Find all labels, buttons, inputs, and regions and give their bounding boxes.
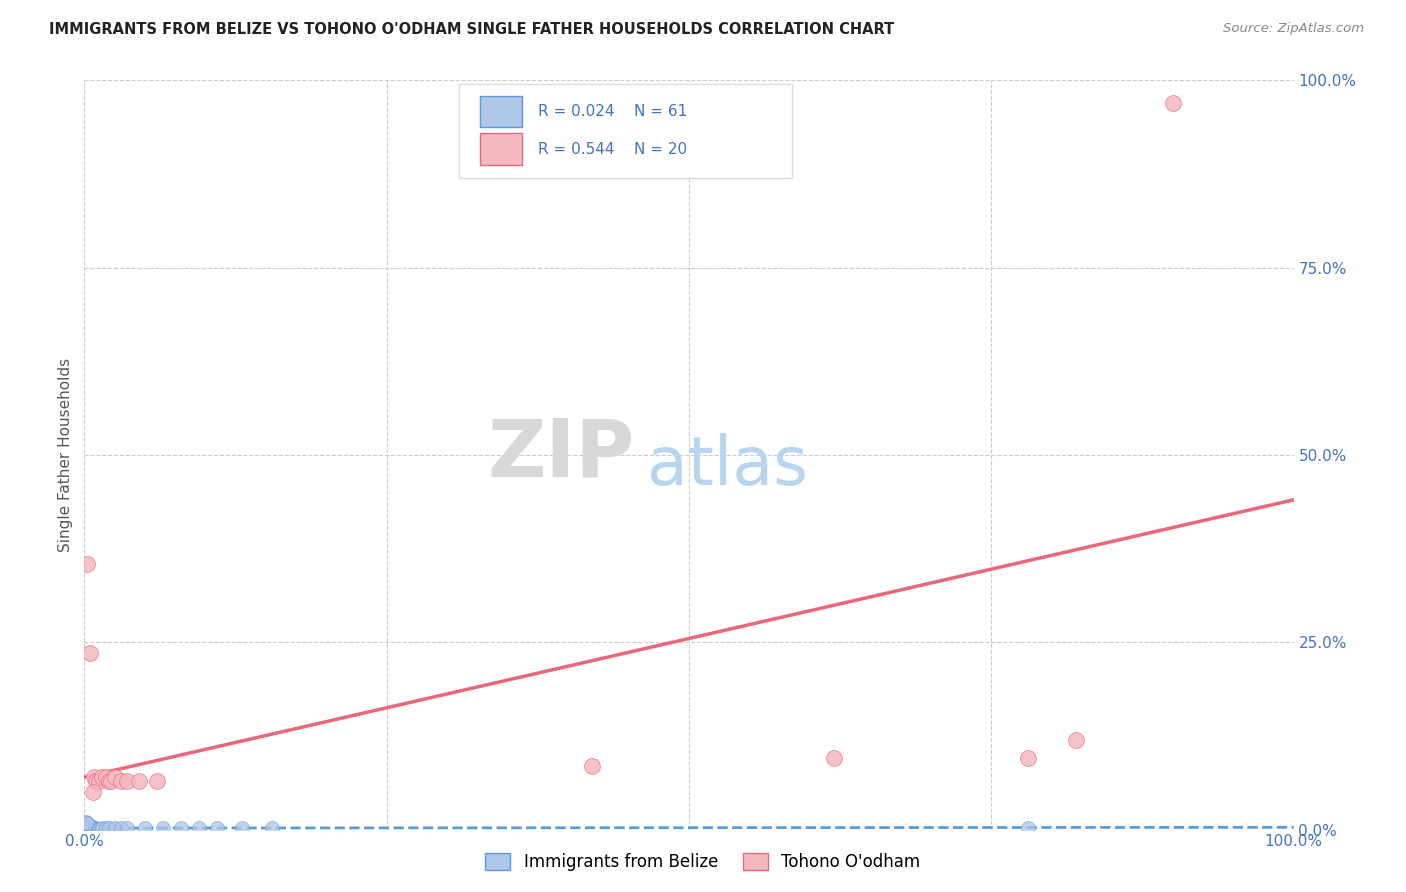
Point: [115, 821, 138, 835]
Point: [77, 820, 100, 834]
Point: [97, 773, 120, 788]
Point: [260, 821, 283, 835]
Text: R = 0.024    N = 61: R = 0.024 N = 61: [538, 104, 688, 120]
Point: [76, 820, 98, 834]
Point: [581, 759, 603, 773]
Text: Source: ZipAtlas.com: Source: ZipAtlas.com: [1223, 22, 1364, 36]
Point: [100, 773, 122, 788]
Point: [83, 822, 105, 836]
Point: [1161, 95, 1184, 110]
Point: [1064, 732, 1087, 747]
Point: [77, 820, 100, 834]
Point: [188, 821, 211, 835]
Point: [77, 819, 100, 833]
Point: [75, 821, 97, 835]
Point: [76, 818, 98, 832]
FancyBboxPatch shape: [479, 96, 522, 128]
Point: [1017, 751, 1039, 765]
FancyBboxPatch shape: [460, 84, 792, 178]
Point: [128, 773, 150, 788]
Point: [79, 822, 101, 836]
Point: [77, 818, 100, 832]
Point: [76, 820, 98, 834]
Point: [110, 773, 132, 788]
Point: [82, 820, 104, 834]
Point: [97, 821, 120, 835]
Point: [76, 819, 98, 833]
Point: [76, 815, 98, 830]
Point: [91, 770, 114, 784]
Point: [79, 647, 101, 661]
Point: [82, 822, 104, 836]
Point: [75, 815, 97, 830]
Point: [87, 822, 110, 836]
Point: [80, 821, 103, 835]
Point: [77, 820, 100, 834]
Point: [76, 817, 98, 831]
Point: [87, 773, 110, 788]
Point: [110, 821, 132, 835]
Point: [83, 821, 105, 835]
Point: [823, 751, 845, 765]
Point: [80, 820, 103, 834]
Point: [76, 822, 98, 836]
Point: [76, 557, 98, 571]
Point: [231, 821, 253, 835]
Legend: Immigrants from Belize, Tohono O'odham: Immigrants from Belize, Tohono O'odham: [477, 845, 929, 880]
Point: [170, 821, 193, 835]
Point: [76, 816, 98, 830]
Y-axis label: Single Father Households: Single Father Households: [58, 358, 73, 552]
Point: [75, 822, 97, 836]
Point: [73, 822, 96, 837]
Point: [83, 770, 105, 784]
Point: [77, 822, 100, 836]
Point: [75, 820, 97, 834]
Point: [77, 817, 100, 831]
Point: [75, 817, 97, 831]
Text: atlas: atlas: [647, 434, 807, 500]
Point: [77, 822, 100, 836]
Point: [86, 773, 108, 788]
Point: [104, 770, 127, 784]
Point: [80, 822, 103, 836]
Text: ZIP: ZIP: [488, 416, 634, 494]
Point: [89, 822, 111, 836]
Text: R = 0.544    N = 20: R = 0.544 N = 20: [538, 142, 688, 157]
Point: [104, 821, 127, 835]
Point: [91, 821, 114, 835]
FancyBboxPatch shape: [479, 134, 522, 165]
Point: [79, 821, 101, 835]
Point: [94, 821, 117, 835]
Point: [146, 773, 169, 788]
Point: [79, 820, 101, 834]
Point: [82, 785, 104, 799]
Point: [152, 821, 174, 835]
Point: [75, 819, 97, 833]
Point: [75, 815, 97, 830]
Point: [1017, 821, 1039, 835]
Point: [84, 821, 107, 835]
Text: IMMIGRANTS FROM BELIZE VS TOHONO O'ODHAM SINGLE FATHER HOUSEHOLDS CORRELATION CH: IMMIGRANTS FROM BELIZE VS TOHONO O'ODHAM…: [49, 22, 894, 37]
Point: [82, 821, 104, 835]
Point: [77, 821, 100, 835]
Point: [115, 773, 138, 788]
Point: [75, 816, 97, 830]
Point: [75, 820, 97, 834]
Point: [77, 821, 100, 835]
Point: [207, 821, 229, 835]
Point: [86, 822, 108, 836]
Point: [94, 770, 117, 784]
Point: [75, 818, 97, 832]
Point: [86, 822, 108, 836]
Point: [84, 822, 107, 836]
Point: [76, 821, 98, 835]
Point: [134, 821, 156, 835]
